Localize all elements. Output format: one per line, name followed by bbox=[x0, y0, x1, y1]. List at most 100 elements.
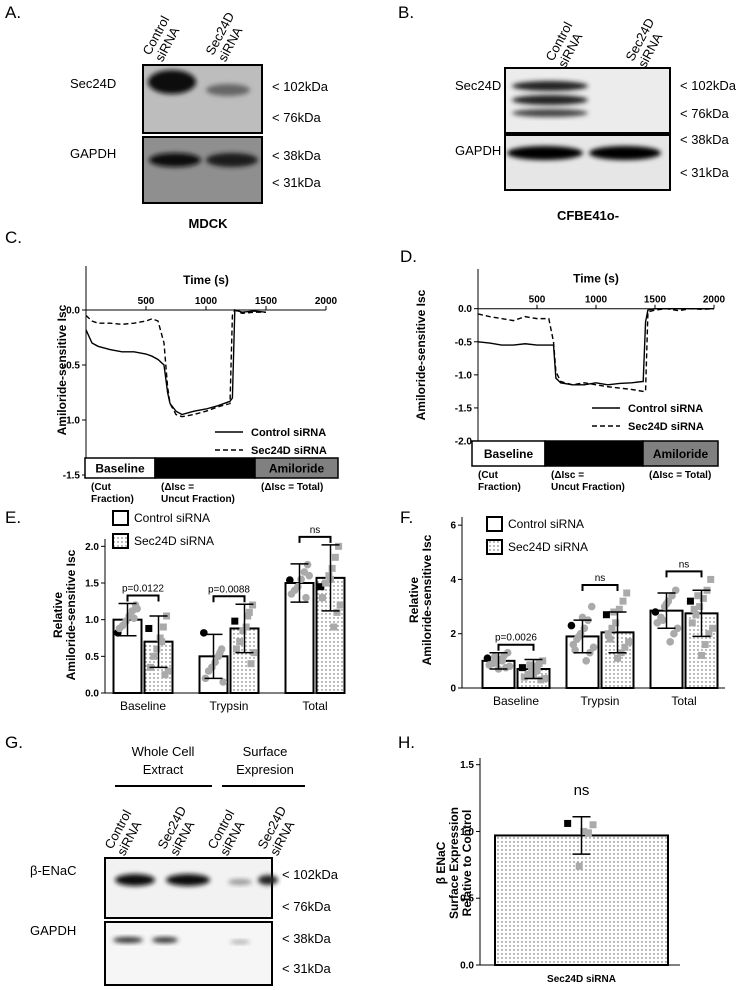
y-tick-label: 6 bbox=[450, 521, 456, 532]
x-tick-label: 2000 bbox=[703, 295, 726, 306]
data-point bbox=[696, 603, 704, 611]
data-point bbox=[701, 641, 709, 649]
phase-note: (ΔIsc = Uncut Fraction) bbox=[551, 470, 625, 493]
y-tick-label: -1.5 bbox=[63, 471, 81, 482]
phase-box bbox=[544, 440, 644, 467]
row-label: Sec24D bbox=[70, 76, 116, 91]
data-point bbox=[242, 623, 250, 631]
x-tick-label: 1000 bbox=[195, 296, 218, 307]
legend-label: Control siRNA bbox=[508, 517, 584, 531]
data-point bbox=[659, 616, 667, 624]
y-tick-label: 0.5 bbox=[460, 894, 474, 905]
y-tick-label: -2.0 bbox=[455, 437, 473, 448]
data-point bbox=[528, 668, 536, 676]
y-tick-label: 2.0 bbox=[85, 542, 99, 553]
lane-label: ControlsiRNA bbox=[542, 19, 587, 70]
trace bbox=[85, 309, 267, 416]
data-point bbox=[520, 673, 528, 681]
data-point bbox=[668, 591, 676, 600]
data-point bbox=[602, 611, 610, 619]
significance-label: ns bbox=[574, 782, 590, 799]
band bbox=[206, 153, 258, 167]
text-line: Fraction) bbox=[478, 482, 521, 493]
data-point bbox=[247, 660, 255, 668]
band bbox=[149, 153, 201, 167]
significance-label: ns bbox=[595, 573, 606, 584]
x-tick-label: 1000 bbox=[585, 295, 608, 306]
x-tick-label: Baseline bbox=[120, 699, 166, 713]
data-point bbox=[133, 604, 141, 613]
data-point bbox=[606, 635, 614, 643]
panel-label: B. bbox=[398, 3, 414, 22]
lane-label: Sec24DsiRNA bbox=[622, 16, 669, 70]
legend-label: Sec24D siRNA bbox=[508, 540, 588, 554]
text-line: Expresion bbox=[236, 762, 294, 777]
data-point bbox=[153, 645, 161, 653]
row-label: β-ENaC bbox=[30, 863, 76, 878]
band bbox=[166, 874, 210, 886]
panel-label: H. bbox=[398, 733, 415, 752]
legend-label: Control siRNA bbox=[628, 403, 703, 415]
text-line: Uncut Fraction) bbox=[161, 494, 235, 505]
panel-label: A. bbox=[5, 3, 21, 22]
data-point bbox=[145, 624, 153, 632]
data-point bbox=[156, 634, 164, 642]
y-tick-label: 0.0 bbox=[85, 689, 99, 700]
row-label: GAPDH bbox=[70, 146, 116, 161]
band bbox=[512, 109, 588, 117]
group-label: Surface Expresion bbox=[236, 744, 294, 777]
size-marker: < 76kDa bbox=[680, 106, 730, 121]
bar-pattern bbox=[496, 836, 667, 964]
data-point bbox=[537, 676, 545, 684]
blot-box bbox=[104, 857, 273, 919]
data-point bbox=[232, 645, 240, 653]
band bbox=[258, 875, 278, 885]
significance-label: ns bbox=[679, 559, 690, 570]
data-point bbox=[541, 675, 549, 682]
data-point bbox=[580, 827, 588, 835]
phase-label: Amiloride bbox=[653, 447, 709, 461]
x-tick-label: Total bbox=[671, 694, 696, 708]
text-line: (ΔIsc = Total) bbox=[261, 482, 323, 493]
text-line: (ΔIsc = bbox=[161, 482, 194, 493]
data-point bbox=[328, 564, 336, 572]
data-point bbox=[336, 601, 344, 609]
significance-bracket bbox=[212, 595, 246, 603]
data-point bbox=[582, 657, 590, 665]
phase-note: (ΔIsc = Total) bbox=[649, 470, 711, 481]
legend-label: Sec24D siRNA bbox=[628, 421, 704, 433]
data-point bbox=[335, 542, 343, 550]
data-point bbox=[578, 613, 587, 622]
data-point bbox=[623, 589, 631, 597]
text-line: Fraction) bbox=[91, 494, 134, 505]
y-tick-label: 4 bbox=[450, 575, 456, 586]
lane-label: Sec24DsiRNA bbox=[154, 804, 201, 858]
text-line: Uncut Fraction) bbox=[551, 482, 625, 493]
data-point bbox=[589, 821, 597, 829]
panel-label: F. bbox=[400, 508, 413, 527]
phase-label: Amiloride bbox=[269, 462, 325, 476]
data-point bbox=[331, 553, 339, 561]
data-point bbox=[673, 624, 682, 633]
data-point bbox=[518, 664, 526, 672]
data-point bbox=[571, 646, 579, 654]
data-point bbox=[533, 666, 541, 674]
data-point bbox=[325, 572, 333, 580]
data-point bbox=[539, 657, 547, 665]
row-label: Sec24D bbox=[455, 78, 501, 93]
y-tick-label: 2 bbox=[450, 629, 456, 640]
data-point bbox=[236, 638, 244, 646]
data-point bbox=[567, 621, 576, 630]
data-point bbox=[317, 583, 325, 591]
data-point bbox=[159, 623, 167, 631]
phase-label: Baseline bbox=[484, 447, 534, 461]
data-point bbox=[333, 608, 341, 616]
data-point bbox=[692, 611, 700, 619]
significance-bracket bbox=[126, 594, 160, 602]
significance-bracket bbox=[581, 584, 619, 591]
significance-bracket bbox=[665, 570, 703, 578]
data-point bbox=[612, 619, 620, 627]
significance-label: p=0.0088 bbox=[208, 584, 250, 595]
phase-note: (ΔIsc = Total) bbox=[261, 482, 323, 493]
data-point bbox=[707, 575, 715, 583]
